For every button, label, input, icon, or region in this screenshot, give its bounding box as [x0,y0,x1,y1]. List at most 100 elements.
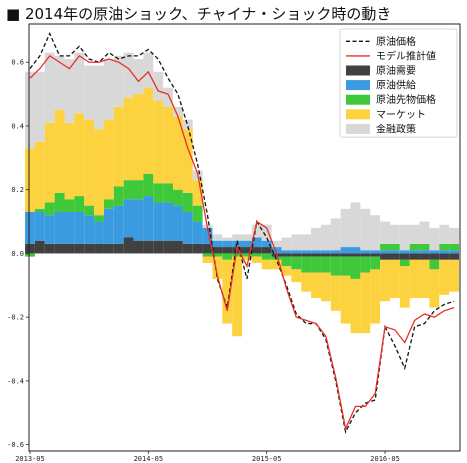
bar-segment [291,250,302,254]
bar-segment [182,192,193,213]
bar-segment [311,227,321,251]
bar-segment [399,253,410,260]
legend-swatch [346,65,370,76]
lines-layer [29,31,455,434]
bar-segment [74,212,85,244]
bar-segment [301,234,312,251]
bar-segment [360,208,371,251]
x-axis: 2013-05 2014-05 2015-05 2016-05 [15,451,400,463]
bar-segment [439,224,450,244]
bar-segment [123,180,134,200]
bar-segment [202,227,213,244]
legend-label: 金融政策 [376,122,416,135]
bar-segment [242,247,252,254]
bar-segment [340,275,351,324]
bar-segment [429,269,440,308]
bar-segment [330,275,341,311]
bar-segment [419,243,430,251]
bar-segment [409,243,420,251]
bar-segment [163,106,173,184]
bar-segment [173,116,183,190]
bar-segment [74,113,85,197]
bar-segment [449,243,460,251]
bar-segment [34,208,45,213]
bar-segment [113,205,124,244]
bar-segment [389,243,400,251]
y-axis: -0.6 -0.4 -0.2 0.0 0.2 0.4 0.6 [7,59,29,449]
bar-segment [251,247,262,254]
bar-segment [94,129,104,216]
bar-segment [54,212,65,244]
bar-segment [380,221,390,244]
bar-segment [281,237,292,251]
bar-segment [143,240,154,254]
bar-segment [330,218,341,251]
bar-segment [94,215,104,222]
bar-segment [133,199,144,241]
bar-segment [399,266,410,308]
bar-segment [429,259,440,270]
bar-segment [54,55,65,111]
bar-segment [389,224,400,244]
bar-segment [409,224,420,244]
plot-frame [28,23,461,452]
bar-segment [182,243,193,254]
bar-segment [163,183,173,203]
bar-segment [34,141,45,209]
x-tick-label: 2015-05 [252,455,282,463]
bar-segment [54,110,65,193]
bar-segment [34,212,45,241]
bar-segment [320,224,331,251]
bar-segment [113,243,124,254]
bar-segment [419,221,430,244]
bar-segment [202,253,213,257]
bar-segment [222,240,233,248]
bar-segment [222,253,233,260]
bar-segment [34,71,45,142]
bar-segment [261,240,272,248]
bar-segment [232,234,243,241]
y-tick-label: -0.6 [7,441,24,449]
legend-label: モデル推計値 [376,49,436,62]
bar-segment [281,250,292,254]
legend-swatch [346,94,370,105]
bar-segment [271,247,282,254]
legend-label: 原油先物価格 [376,93,436,106]
bar-segment [103,59,114,120]
bar-segment [370,215,381,251]
bar-segment [143,173,154,197]
bar-segment [380,250,390,254]
legend-label: マーケット [376,109,426,121]
bar-segment [281,256,292,267]
bar-segment [340,256,351,276]
bar-segment [261,259,272,270]
bar-segment [311,250,321,254]
bar-segment [153,100,164,184]
bar-segment [399,259,410,267]
bar-segment [242,253,252,257]
y-tick-label: -0.4 [7,377,24,385]
bar-segment [429,250,440,254]
bar-segment [301,256,312,273]
bar-segment [84,119,95,206]
bar-segment [44,202,55,216]
bar-segment [133,240,144,254]
bar-segment [311,253,321,257]
bar-segment [202,256,213,263]
bar-segment [123,237,134,254]
bar-segment [330,256,341,276]
bar-segment [84,205,95,216]
bar-segment [153,183,164,203]
y-tick-label: 0.4 [11,122,24,130]
bar-segment [449,253,460,260]
bar-segment [74,196,85,212]
chart-title: ■ 2014年の原油ショック、チャイナ・ショック時の動き [6,5,392,23]
bar-segment [439,243,450,251]
bar-segment [350,202,361,248]
bar-segment [25,71,35,149]
bar-segment [222,247,233,254]
bar-segment [311,256,321,273]
bar-segment [232,256,243,337]
bar-segment [389,253,400,260]
legend-swatch [346,109,370,120]
